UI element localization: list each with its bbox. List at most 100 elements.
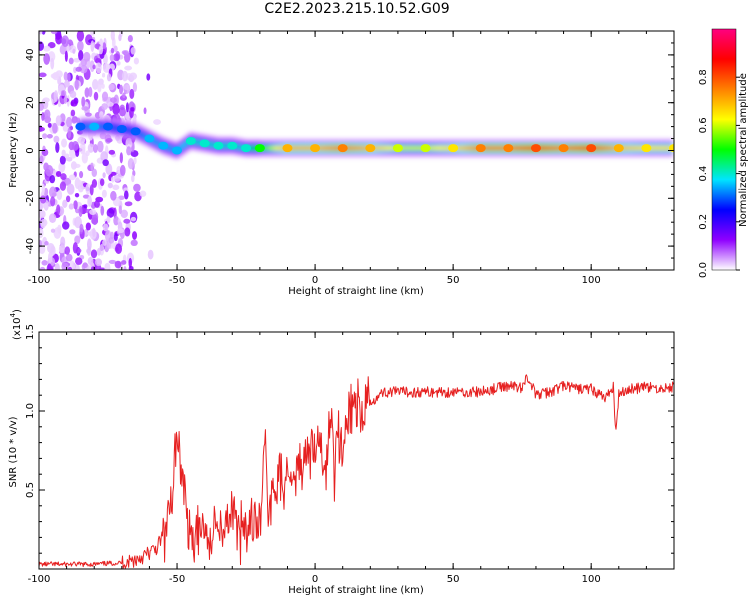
noise-speckle [77,136,86,144]
ridge-core [484,145,489,151]
snr-x-tick-label: 0 [312,574,318,585]
noise-speckle [52,122,58,134]
noise-speckle [124,111,131,121]
ridge-core [357,145,362,151]
noise-speckle [70,99,78,107]
noise-speckle [55,171,62,178]
snr-x-tick-label: 100 [582,574,601,585]
ridge-core [299,145,304,151]
noise-speckle [85,183,91,195]
ridge-point [613,144,624,153]
ridge-core [489,145,494,151]
noise-speckle [129,88,135,99]
spectrogram-y-tick-label: -40 [25,238,36,254]
ridge-core [605,145,610,151]
ridge-point [254,144,265,153]
ridge-core [387,145,392,151]
noise-speckle [45,164,54,177]
noise-speckle [117,228,125,234]
noise-speckle [42,97,50,103]
noise-speckle [124,201,133,207]
spectrogram-noise [39,31,161,270]
noise-speckle [62,199,68,209]
noise-speckle [118,106,126,117]
noise-speckle [101,189,107,198]
noise-speckle [39,239,42,248]
spectrogram-y-tick-label: -20 [25,190,36,206]
noise-speckle [64,50,68,62]
ridge-core [373,145,378,151]
chart-title: C2E2.2023.215.10.52.G09 [264,1,450,17]
noise-speckle [132,231,138,240]
ridge-core [583,145,588,151]
noise-speckle [75,257,83,265]
noise-speckle [133,156,137,165]
noise-speckle [107,182,113,189]
noise-speckle [106,73,112,82]
ridge-core [459,145,464,151]
ridge-core [354,145,359,151]
noise-speckle [127,34,133,43]
noise-speckle [79,223,84,233]
ridge-core [638,145,643,151]
ridge-point [365,144,376,153]
noise-speckle [100,151,108,162]
noise-speckle [41,148,49,157]
noise-speckle [53,135,60,143]
noise-speckle [47,42,56,49]
noise-speckle [50,31,58,35]
noise-speckle [90,162,94,171]
noise-speckle [124,227,131,237]
ridge-core [318,145,323,151]
ridge-core [326,145,332,151]
noise-speckle [76,31,85,42]
noise-speckle [41,183,45,195]
noise-speckle [88,86,93,98]
ridge-core [445,145,450,151]
noise-speckle [39,155,44,165]
ridge-core [627,145,632,151]
ridge-core [602,145,608,151]
noise-speckle [130,46,136,55]
ridge-core [539,145,544,151]
ridge-point [116,124,127,133]
noise-speckle [112,103,120,115]
ridge-core [497,145,503,151]
noise-speckle [89,184,94,196]
noise-speckle [129,72,138,80]
noise-speckle [113,45,118,53]
ridge-core [553,145,558,151]
noise-speckle [78,50,84,61]
noise-speckle [91,168,98,177]
ridge-core [511,145,516,151]
ridge-point [130,127,141,136]
noise-speckle [110,47,115,54]
noise-speckle [90,249,98,259]
spectrogram-heatmap [39,31,674,270]
noise-speckle [133,183,141,192]
noise-speckle [108,83,115,91]
noise-speckle [68,57,74,65]
noise-speckle [109,54,115,62]
ridge-point [158,141,169,150]
noise-speckle [92,227,96,238]
ridge-core [658,145,663,151]
spectrogram-x-tick-label: -100 [28,275,51,286]
noise-speckle [50,196,56,207]
ridge-core [500,145,505,151]
noise-speckle [85,112,92,117]
ridge-core [649,145,655,151]
noise-speckle [60,90,67,96]
noise-speckle [77,40,84,52]
ridge-core [456,145,461,151]
noise-speckle [124,65,133,71]
snr-x-ticks: -100 -50 0 50 100 [28,332,675,585]
noise-speckle [64,246,71,255]
ridge-core [274,145,279,151]
ridge-point [558,144,569,153]
noise-speckle [79,171,84,179]
colorbar-ticks: 0.0 0.2 0.4 0.6 0.8 [698,69,740,278]
spectrogram-x-tick-label: 50 [447,275,460,286]
ridge-point [420,144,431,153]
noise-speckle [105,163,113,175]
